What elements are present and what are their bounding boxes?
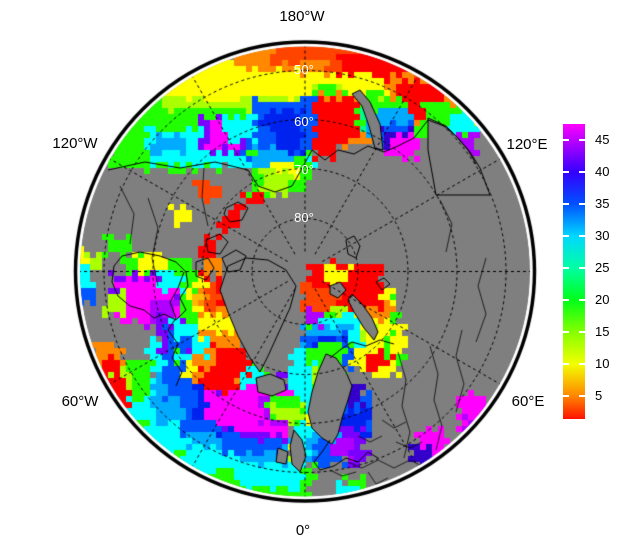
colorbar-tick-dash [579,266,585,269]
colorbar-tick-label: 10 [595,355,610,371]
latitude-label-60: 60° [294,114,314,129]
colorbar-tick-dash [579,138,585,141]
colorbar-tick-dash [579,170,585,173]
meridian-label-60e: 60°E [511,393,545,410]
colorbar-tick-dash [579,362,585,365]
colorbar-tick-dash [563,330,569,333]
colorbar-tick-dash [563,394,569,397]
colorbar-tick-dash [579,298,585,301]
colorbar-tick-dash [563,202,569,205]
latitude-label-80: 80° [294,210,314,225]
colorbar-tick-dash [563,266,569,269]
latitude-label-70: 70° [294,162,314,177]
colorbar-tick-label: 5 [595,387,603,403]
meridian-label-60w: 60°W [61,393,99,410]
colorbar-tick-dash [563,234,569,237]
colorbar-tick-dash [579,330,585,333]
colorbar-tick-label: 30 [595,227,610,243]
meridian-label-120e: 120°E [506,136,548,153]
colorbar-gradient [563,124,585,419]
meridian-label-180w: 180°W [279,8,325,25]
colorbar-tick-dash [579,202,585,205]
colorbar-tick-dash [563,170,569,173]
colorbar-tick-label: 35 [595,195,610,211]
meridian-label-0: 0° [295,522,311,539]
colorbar-tick-dash [563,362,569,365]
colorbar-tick-dash [563,298,569,301]
colorbar-tick-dash [579,234,585,237]
colorbar-tick-label: 25 [595,259,610,275]
colorbar-tick-label: 40 [595,163,610,179]
colorbar-tick-dash [579,394,585,397]
colorbar: 5 10 15 20 25 30 35 40 45 [563,124,623,419]
latitude-label-50: 50° [294,62,314,77]
colorbar-tick-label: 20 [595,291,610,307]
colorbar-tick-label: 15 [595,323,610,339]
meridian-label-120w: 120°W [52,135,98,152]
colorbar-tick-label: 45 [595,131,610,147]
colorbar-tick-dash [563,138,569,141]
